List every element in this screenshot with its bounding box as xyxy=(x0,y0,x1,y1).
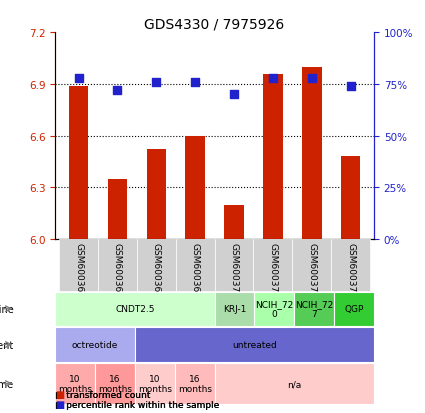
Point xyxy=(231,92,238,98)
Point xyxy=(114,88,121,94)
Text: GSM600373: GSM600373 xyxy=(346,242,355,297)
Point xyxy=(309,75,315,82)
Text: octreotide: octreotide xyxy=(72,340,118,349)
Text: 10
months: 10 months xyxy=(138,374,172,393)
FancyBboxPatch shape xyxy=(135,328,374,362)
Text: NCIH_72
0: NCIH_72 0 xyxy=(255,299,294,319)
Text: 16
months: 16 months xyxy=(178,374,212,393)
Text: QGP: QGP xyxy=(344,304,364,313)
Text: ■ transformed count: ■ transformed count xyxy=(55,389,151,399)
Bar xyxy=(224,205,244,240)
FancyBboxPatch shape xyxy=(98,240,137,291)
Text: percentile rank within the sample: percentile rank within the sample xyxy=(66,400,219,409)
FancyBboxPatch shape xyxy=(59,240,98,291)
FancyBboxPatch shape xyxy=(55,363,95,404)
Text: GSM600366: GSM600366 xyxy=(74,242,83,297)
Text: cell line: cell line xyxy=(0,304,14,314)
Bar xyxy=(341,157,360,240)
FancyBboxPatch shape xyxy=(334,292,374,326)
FancyBboxPatch shape xyxy=(215,363,374,404)
Text: ■: ■ xyxy=(55,399,65,409)
Point xyxy=(153,79,160,86)
FancyBboxPatch shape xyxy=(55,292,215,326)
Text: GSM600368: GSM600368 xyxy=(152,242,161,297)
Bar xyxy=(147,150,166,240)
Bar xyxy=(263,74,283,240)
Text: agent: agent xyxy=(0,339,14,350)
Text: NCIH_72
7: NCIH_72 7 xyxy=(295,299,333,319)
FancyBboxPatch shape xyxy=(55,328,135,362)
Text: untreated: untreated xyxy=(232,340,277,349)
FancyBboxPatch shape xyxy=(215,292,255,326)
Text: transformed count: transformed count xyxy=(66,389,150,399)
FancyBboxPatch shape xyxy=(255,292,294,326)
Point xyxy=(347,83,354,90)
FancyBboxPatch shape xyxy=(294,292,334,326)
Text: ■: ■ xyxy=(55,389,65,399)
Bar xyxy=(185,136,205,240)
Text: GSM600367: GSM600367 xyxy=(113,242,122,297)
Text: GSM600370: GSM600370 xyxy=(230,242,238,297)
Text: ■ percentile rank within the sample: ■ percentile rank within the sample xyxy=(55,400,220,409)
Point xyxy=(75,75,82,82)
FancyBboxPatch shape xyxy=(292,240,331,291)
FancyBboxPatch shape xyxy=(253,240,292,291)
FancyBboxPatch shape xyxy=(215,240,253,291)
Bar xyxy=(302,67,322,240)
FancyBboxPatch shape xyxy=(95,363,135,404)
Text: GSM600371: GSM600371 xyxy=(269,242,278,297)
Title: GDS4330 / 7975926: GDS4330 / 7975926 xyxy=(144,18,285,32)
Point xyxy=(269,75,276,82)
FancyBboxPatch shape xyxy=(135,363,175,404)
Text: 10
months: 10 months xyxy=(58,374,92,393)
Text: GSM600369: GSM600369 xyxy=(191,242,200,297)
FancyBboxPatch shape xyxy=(175,363,215,404)
Text: KRJ-1: KRJ-1 xyxy=(223,304,246,313)
Point xyxy=(192,79,198,86)
Text: GSM600372: GSM600372 xyxy=(307,242,316,297)
FancyBboxPatch shape xyxy=(137,240,176,291)
Bar xyxy=(108,179,127,240)
Text: CNDT2.5: CNDT2.5 xyxy=(115,304,155,313)
Bar xyxy=(69,86,88,240)
Text: n/a: n/a xyxy=(287,379,301,388)
Text: 16
months: 16 months xyxy=(98,374,132,393)
FancyBboxPatch shape xyxy=(331,240,370,291)
FancyBboxPatch shape xyxy=(176,240,215,291)
Text: time: time xyxy=(0,379,14,389)
